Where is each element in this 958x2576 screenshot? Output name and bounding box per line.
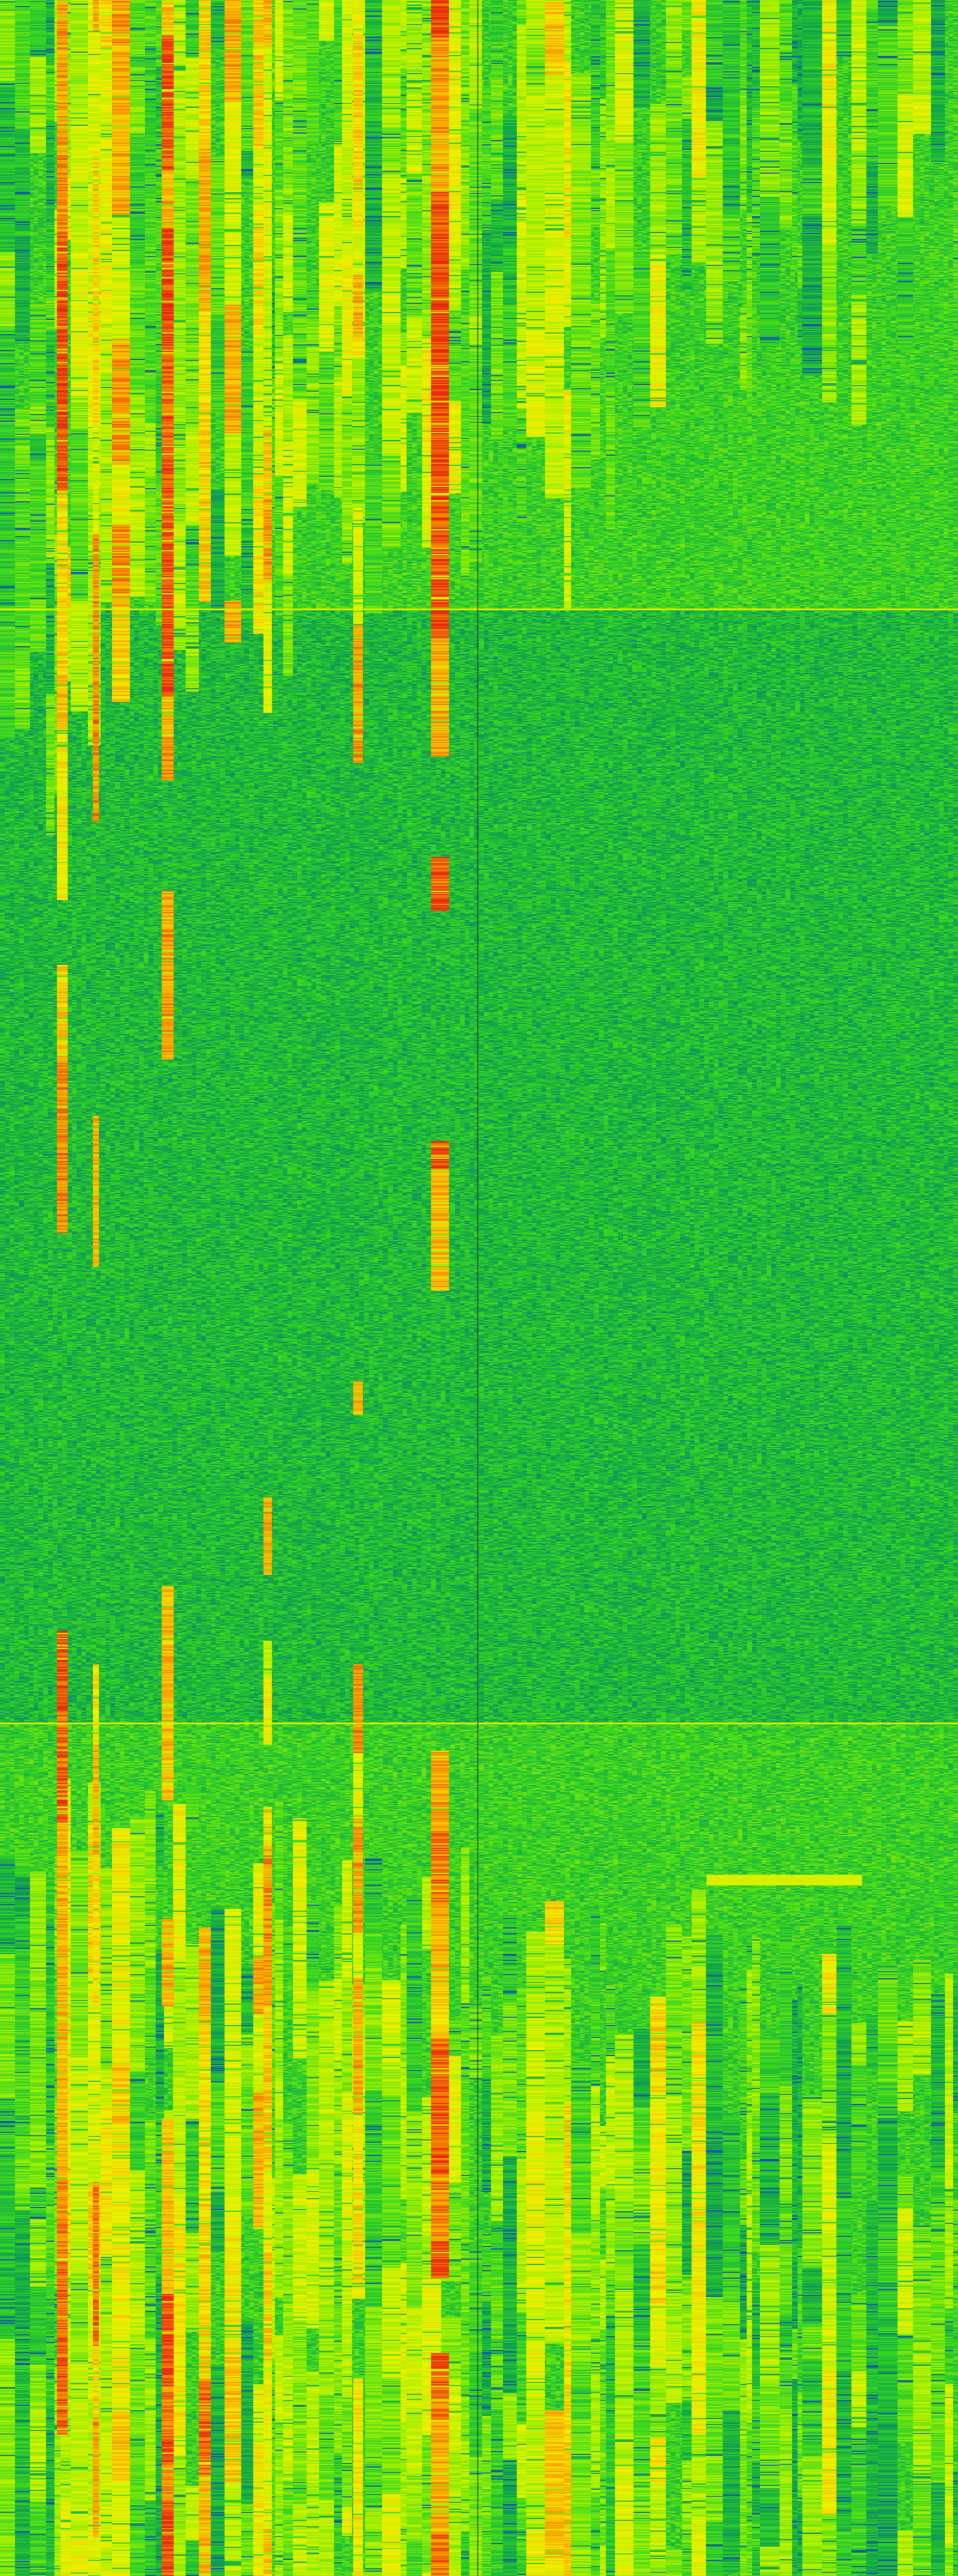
spectrogram-waterfall <box>0 0 958 2576</box>
